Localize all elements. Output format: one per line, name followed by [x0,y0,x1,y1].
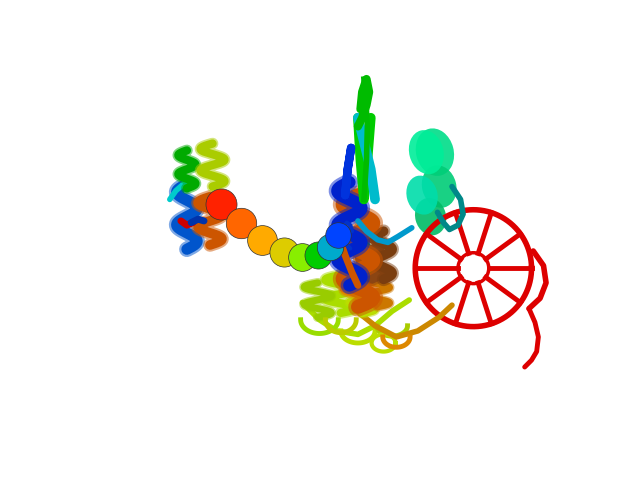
Point [216,200,226,207]
Ellipse shape [416,128,454,176]
Point [324,243,335,251]
Point [297,253,307,261]
Ellipse shape [406,176,438,215]
Point [278,248,289,256]
Point [257,236,268,244]
Point [236,219,246,227]
Ellipse shape [415,198,446,235]
Ellipse shape [409,130,444,174]
Point [333,231,344,239]
Point [312,252,323,259]
Ellipse shape [422,165,456,208]
